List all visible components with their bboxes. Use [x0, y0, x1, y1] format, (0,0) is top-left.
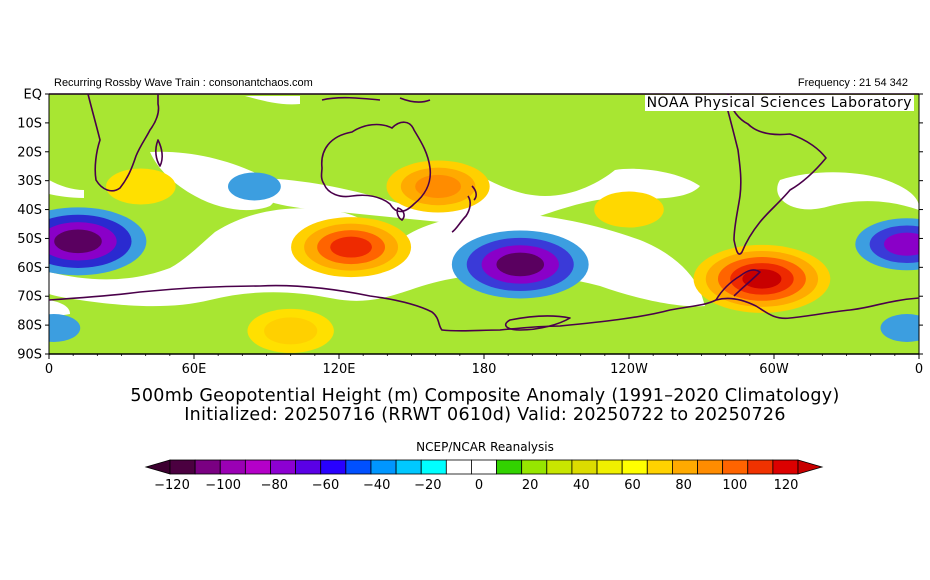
- colorbar-swatch: [445, 459, 472, 475]
- colorbar-label: 40: [573, 478, 590, 493]
- colorbar-swatch: [646, 459, 673, 475]
- anomaly-contour: [228, 172, 281, 201]
- lat-tick-label: 50S: [17, 232, 42, 247]
- lon-tick-label: 0: [45, 362, 53, 377]
- colorbar-swatch: [244, 459, 271, 475]
- anomaly-contour: [883, 232, 919, 256]
- colorbar-label: 120: [774, 478, 799, 493]
- colorbar-swatch: [219, 459, 246, 475]
- lat-tick-label: EQ: [24, 88, 42, 103]
- lat-tick-label: 40S: [17, 203, 42, 218]
- anomaly-field: [49, 94, 919, 354]
- frequency-label: Frequency : 21 54 342: [797, 77, 908, 89]
- colorbar-swatch: [295, 459, 322, 475]
- colorbar-swatch: [420, 459, 447, 475]
- colorbar-swatch: [546, 459, 573, 475]
- anomaly-contour: [49, 314, 81, 342]
- colorbar-swatch: [697, 459, 724, 475]
- anomaly-contour: [54, 229, 102, 254]
- colorbar-swatch: [496, 459, 523, 475]
- anomaly-contour: [264, 317, 318, 345]
- lat-tick-label: 60S: [17, 261, 42, 276]
- colorbar-swatch: [722, 459, 749, 475]
- colorbar-swatch: [772, 459, 799, 475]
- anomaly-contour: [594, 191, 664, 228]
- lat-tick-label: 20S: [17, 145, 42, 160]
- colorbar-swatch: [596, 459, 623, 475]
- colorbar-label: 60: [624, 478, 641, 493]
- lon-tick-label: 120E: [322, 362, 355, 377]
- new-zealand-coast: [451, 185, 477, 233]
- lab-label: NOAA Physical Sciences Laboratory: [644, 95, 914, 111]
- anomaly-contour: [330, 236, 372, 258]
- colorbar-label: −20: [414, 478, 441, 493]
- colorbar-swatch: [270, 459, 297, 475]
- lon-tick-label: 0: [915, 362, 923, 377]
- lon-tick-label: 60E: [182, 362, 207, 377]
- colorbar-label: −80: [261, 478, 288, 493]
- colorbar-max-arrow: [797, 459, 824, 475]
- lat-tick-label: 10S: [17, 116, 42, 131]
- colorbar-swatch: [194, 459, 221, 475]
- latitude-axis: EQ 10S 20S 30S 40S 50S 60S 70S 80S 90S: [17, 88, 923, 363]
- colorbar: −120 −100 −80 −60 −40 −20 0 20 40 60 80 100 120: [144, 459, 824, 493]
- lat-tick-label: 30S: [17, 174, 42, 189]
- ice-shelf-coast: [504, 315, 571, 331]
- anomaly-blobs: [49, 160, 919, 353]
- colorbar-label: −100: [205, 478, 241, 493]
- lon-tick-label: 180: [472, 362, 497, 377]
- longitude-axis: 0 60E 120E 180 120W 60W 0: [45, 354, 923, 377]
- colorbar-swatch: [521, 459, 548, 475]
- colorbar-label: 20: [522, 478, 539, 493]
- chart-title: 500mb Geopotential Height (m) Composite …: [130, 386, 840, 406]
- coastlines: [48, 93, 920, 332]
- chart-subtitle: Initialized: 20250716 (RRWT 0610d) Valid…: [184, 405, 786, 425]
- lat-tick-label: 90S: [17, 348, 42, 363]
- reanalysis-label: NCEP/NCAR Reanalysis: [416, 440, 554, 454]
- anomaly-contour: [880, 314, 919, 342]
- colorbar-swatch: [320, 459, 347, 475]
- colorbar-swatch: [571, 459, 598, 475]
- anomaly-contour: [415, 174, 462, 198]
- lat-tick-label: 70S: [17, 290, 42, 305]
- anomaly-contour: [106, 168, 176, 205]
- anomaly-contour: [496, 252, 545, 277]
- colorbar-label: 80: [675, 478, 692, 493]
- madagascar-coast: [155, 139, 163, 167]
- lon-tick-label: 120W: [610, 362, 648, 377]
- australia-coast: [320, 121, 432, 213]
- antarctic-peninsula-coast: [715, 269, 761, 301]
- south-america-coast: [725, 93, 827, 255]
- colorbar-swatch: [395, 459, 422, 475]
- anomaly-contour: [742, 269, 782, 289]
- colorbar-swatch: [169, 459, 196, 475]
- colorbar-label: −60: [312, 478, 339, 493]
- lat-tick-label: 80S: [17, 319, 42, 334]
- colorbar-label: 0: [475, 478, 483, 493]
- colorbar-label: 100: [722, 478, 747, 493]
- colorbar-min-arrow: [144, 459, 171, 475]
- africa-coast: [87, 93, 160, 192]
- colorbar-swatch: [747, 459, 774, 475]
- lon-tick-label: 60W: [759, 362, 789, 377]
- colorbar-swatch: [370, 459, 397, 475]
- colorbar-label: −40: [363, 478, 390, 493]
- tasmania-coast: [396, 207, 405, 221]
- colorbar-swatch: [345, 459, 372, 475]
- source-label: Recurring Rossby Wave Train : consonantc…: [54, 77, 313, 89]
- indonesia-coast: [321, 96, 431, 103]
- colorbar-swatch: [621, 459, 648, 475]
- colorbar-label: −120: [154, 478, 190, 493]
- colorbar-swatch: [672, 459, 698, 475]
- colorbar-swatch: [471, 459, 497, 475]
